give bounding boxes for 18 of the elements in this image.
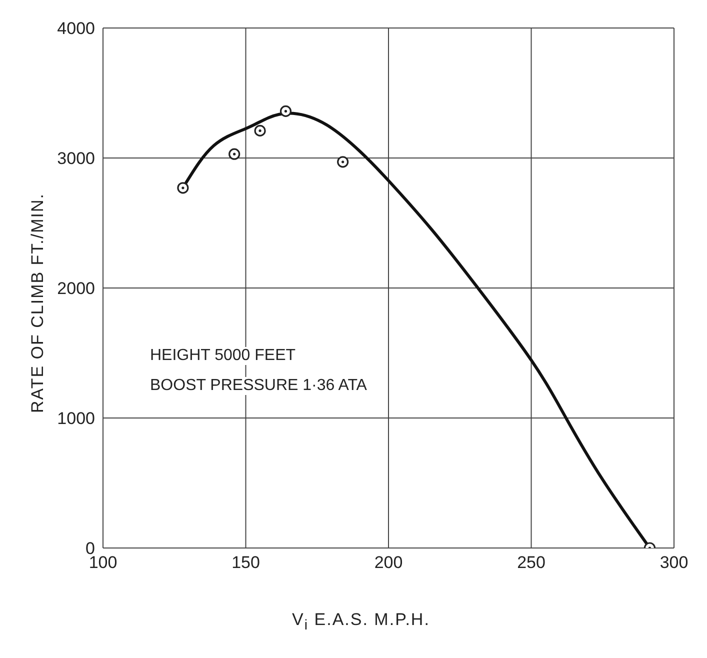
annotation: HEIGHT 5000 FEET xyxy=(148,347,298,365)
point xyxy=(337,156,349,168)
point xyxy=(228,148,240,160)
x-tick-label: 250 xyxy=(517,553,546,572)
y-tick-label: 2000 xyxy=(57,279,95,298)
annotation: BOOST PRESSURE 1·36 ATA xyxy=(148,377,369,395)
x-tick-label: 150 xyxy=(232,553,260,572)
point xyxy=(254,124,266,136)
point xyxy=(280,105,292,117)
x-axis-title: V$_{i}$ E.A.S. M.P.H. xyxy=(291,610,431,634)
y-tick-label: 3000 xyxy=(57,149,95,168)
x-tick-label: 100 xyxy=(88,553,118,572)
y-tick-label: 1000 xyxy=(57,409,95,428)
y-tick-label: 4000 xyxy=(57,19,95,38)
y-axis-title: RATE OF CLIMB FT./MIN. xyxy=(28,192,48,416)
x-tick-label: 300 xyxy=(660,553,688,572)
point xyxy=(177,182,189,194)
x-tick-label: 200 xyxy=(374,553,403,572)
